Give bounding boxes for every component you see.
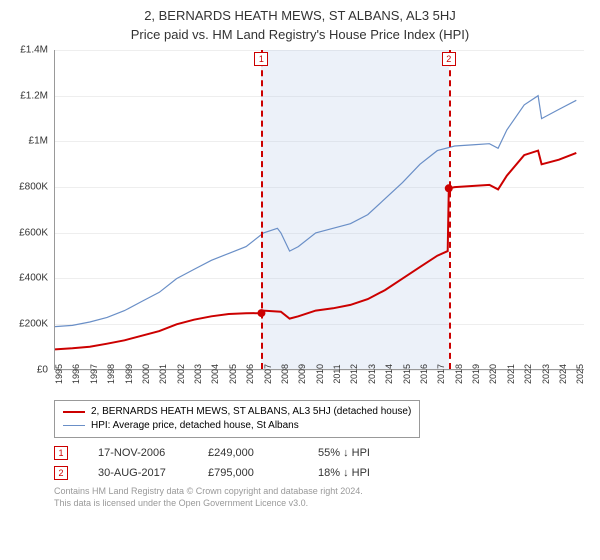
sale-price: £795,000: [208, 467, 288, 479]
x-tick-label: 1997: [89, 364, 99, 384]
y-tick-label: £0: [37, 364, 48, 375]
legend-label-hpi: HPI: Average price, detached house, St A…: [91, 419, 299, 433]
x-tick-label: 2008: [280, 364, 290, 384]
x-tick-label: 2025: [575, 364, 585, 384]
x-tick-label: 2003: [193, 364, 203, 384]
event-marker-line: [261, 50, 263, 369]
x-tick-label: 2006: [245, 364, 255, 384]
x-tick-label: 2024: [558, 364, 568, 384]
x-tick-label: 1996: [71, 364, 81, 384]
sale-delta: 18% ↓ HPI: [318, 467, 398, 479]
legend-row: 2, BERNARDS HEATH MEWS, ST ALBANS, AL3 5…: [63, 405, 411, 419]
x-tick-label: 2020: [488, 364, 498, 384]
x-tick-label: 2002: [176, 364, 186, 384]
y-tick-label: £200K: [19, 319, 48, 330]
x-tick-label: 2019: [471, 364, 481, 384]
event-marker-line: [449, 50, 451, 369]
chart-area: £0£200K£400K£600K£800K£1M£1.2M£1.4M 12 1…: [12, 50, 588, 400]
sale-delta: 55% ↓ HPI: [318, 447, 398, 459]
y-tick-label: £800K: [19, 182, 48, 193]
x-tick-label: 2004: [210, 364, 220, 384]
y-tick-label: £1.2M: [20, 90, 48, 101]
sale-date: 17-NOV-2006: [98, 447, 178, 459]
sale-price: £249,000: [208, 447, 288, 459]
x-tick-label: 1999: [124, 364, 134, 384]
series-line-property: [55, 150, 576, 349]
sale-date: 30-AUG-2017: [98, 467, 178, 479]
x-tick-label: 2023: [541, 364, 551, 384]
sales-table: 1 17-NOV-2006 £249,000 55% ↓ HPI 2 30-AU…: [54, 446, 588, 480]
x-axis: 1995199619971998199920002001200220032004…: [54, 370, 584, 400]
legend-row: HPI: Average price, detached house, St A…: [63, 419, 411, 433]
x-tick-label: 2016: [419, 364, 429, 384]
x-tick-label: 1998: [106, 364, 116, 384]
footer-line-1: Contains HM Land Registry data © Crown c…: [54, 486, 588, 498]
y-tick-label: £1M: [29, 136, 48, 147]
x-tick-label: 2021: [506, 364, 516, 384]
event-marker-box: 1: [254, 52, 268, 66]
x-tick-label: 2018: [454, 364, 464, 384]
plot-region: 12: [54, 50, 584, 370]
x-tick-label: 2010: [315, 364, 325, 384]
x-tick-label: 2022: [523, 364, 533, 384]
y-tick-label: £1.4M: [20, 44, 48, 55]
line-svg: [55, 50, 585, 370]
footer: Contains HM Land Registry data © Crown c…: [54, 486, 588, 509]
x-tick-label: 2014: [384, 364, 394, 384]
x-tick-label: 2000: [141, 364, 151, 384]
event-marker-box: 2: [442, 52, 456, 66]
x-tick-label: 2013: [367, 364, 377, 384]
table-row: 1 17-NOV-2006 £249,000 55% ↓ HPI: [54, 446, 588, 460]
x-tick-label: 2017: [436, 364, 446, 384]
x-tick-label: 1995: [54, 364, 64, 384]
chart-container: 2, BERNARDS HEATH MEWS, ST ALBANS, AL3 5…: [0, 0, 600, 560]
legend-swatch-property: [63, 411, 85, 413]
x-tick-label: 2001: [158, 364, 168, 384]
y-tick-label: £600K: [19, 227, 48, 238]
sale-marker-1: 1: [54, 446, 68, 460]
legend-swatch-hpi: [63, 425, 85, 426]
chart-subtitle: Price paid vs. HM Land Registry's House …: [12, 27, 588, 42]
y-axis: £0£200K£400K£600K£800K£1M£1.2M£1.4M: [12, 50, 52, 370]
sale-marker-2: 2: [54, 466, 68, 480]
y-tick-label: £400K: [19, 273, 48, 284]
table-row: 2 30-AUG-2017 £795,000 18% ↓ HPI: [54, 466, 588, 480]
legend-label-property: 2, BERNARDS HEATH MEWS, ST ALBANS, AL3 5…: [91, 405, 411, 419]
x-tick-label: 2015: [402, 364, 412, 384]
series-line-hpi: [55, 96, 576, 327]
footer-line-2: This data is licensed under the Open Gov…: [54, 498, 588, 510]
x-tick-label: 2011: [332, 364, 342, 383]
x-tick-label: 2007: [263, 364, 273, 384]
x-tick-label: 2005: [228, 364, 238, 384]
x-tick-label: 2012: [349, 364, 359, 384]
legend-box: 2, BERNARDS HEATH MEWS, ST ALBANS, AL3 5…: [54, 400, 420, 438]
x-tick-label: 2009: [297, 364, 307, 384]
chart-title: 2, BERNARDS HEATH MEWS, ST ALBANS, AL3 5…: [12, 8, 588, 25]
